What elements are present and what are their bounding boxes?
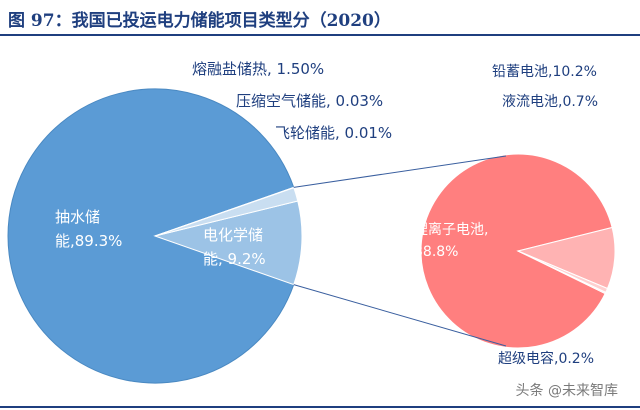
label-main-slice-1: 电化学储能, 9.2% bbox=[203, 226, 266, 268]
main-slice-1 bbox=[153, 200, 303, 286]
figure-title: 图 97：我国已投运电力储能项目类型分（2020） bbox=[8, 11, 391, 31]
secondary-slice-0 bbox=[420, 153, 613, 349]
watermark: 头条 @未来智库 bbox=[515, 383, 618, 399]
bottom-rule bbox=[0, 406, 640, 408]
label-main-slice-0: 抽水储能,89.3% bbox=[55, 208, 122, 250]
main-slice-0 bbox=[7, 88, 295, 384]
label-secondary-slice-3: 超级电容,0.2% bbox=[498, 350, 594, 367]
connector-line-lower bbox=[293, 284, 507, 347]
label-main-slice-4: 飞轮储能, 0.01% bbox=[275, 124, 392, 142]
label-main-slice-2: 熔融盐储热, 1.50% bbox=[192, 60, 324, 78]
title-rule bbox=[0, 34, 640, 36]
label-secondary-slice-1: 铅蓄电池,10.2% bbox=[492, 64, 597, 80]
connector-line-upper bbox=[293, 155, 507, 188]
label-secondary-slice-2: 液流电池,0.7% bbox=[502, 94, 598, 110]
label-secondary-slice-0: 锂离子电池, 88.8% bbox=[414, 221, 488, 260]
secondary-slice-3 bbox=[517, 250, 607, 295]
label-main-slice-3: 压缩空气储能, 0.03% bbox=[236, 92, 383, 110]
